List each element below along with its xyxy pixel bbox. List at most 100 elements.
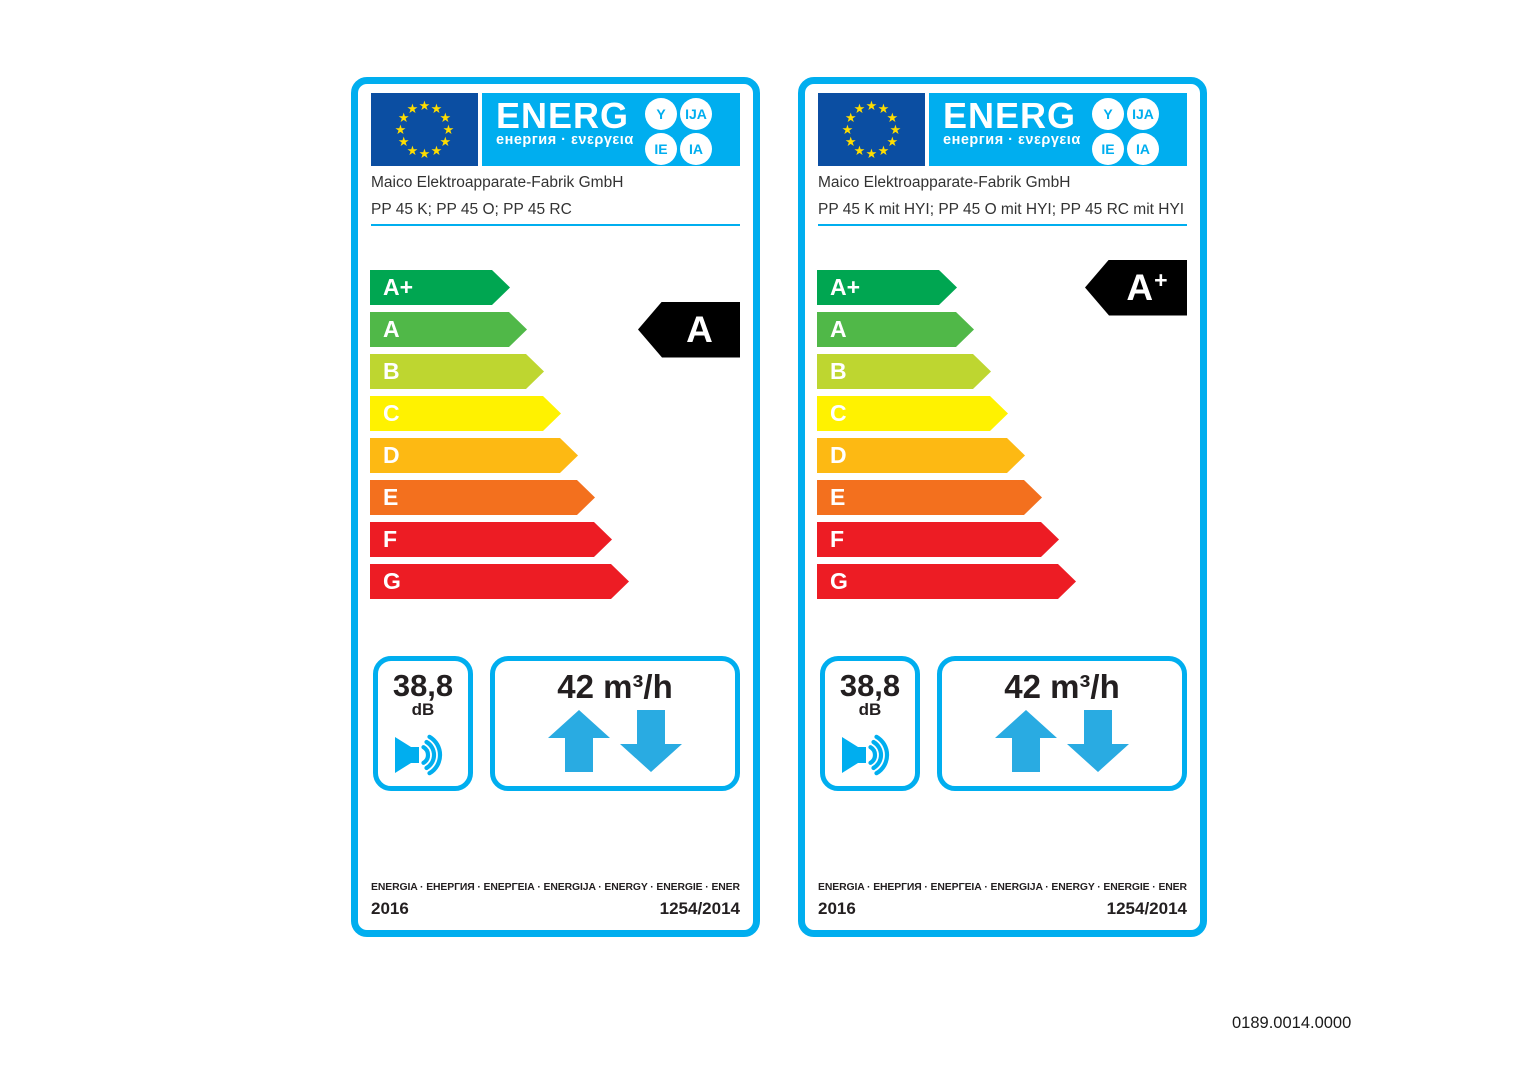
rating-arrow: A [638, 301, 740, 358]
noise-level-box: 38,8 dB [820, 656, 920, 791]
svg-text:★: ★ [407, 102, 419, 117]
eu-flag-icon: ★ ★ ★★ ★★ ★★ ★★ ★★ [818, 93, 925, 166]
svg-text:★: ★ [443, 123, 455, 138]
class-label: A+ [830, 274, 861, 300]
manufacturer-name: Maico Elektroapparate-Fabrik GmbH [818, 174, 1071, 191]
rating-plus: + [1154, 267, 1168, 293]
languages-line: ENERGIA · ЕНЕРГИЯ · ΕΝΕΡΓΕΙΑ · ENERGIJA … [818, 882, 1187, 893]
class-arrow-a-plus: A+ [817, 270, 957, 305]
energ-logo: ENERG енергия · ενεργεια Y IJA IE IA [482, 93, 740, 166]
class-label: C [830, 400, 847, 426]
airflow-box: 42 m³/h [490, 656, 740, 791]
rating-arrow: A + [1085, 259, 1187, 316]
class-label: G [383, 568, 401, 594]
rating-letter: A [1126, 267, 1154, 308]
efficiency-scale: A+ A B C D E F G [817, 270, 1076, 606]
up-arrow-icon [995, 710, 1057, 772]
svg-text:★: ★ [439, 111, 451, 126]
class-arrow-f: F [370, 522, 612, 557]
class-label: D [383, 442, 400, 468]
svg-text:★: ★ [886, 111, 898, 126]
label-year: 2016 [371, 899, 409, 918]
class-label: B [383, 358, 400, 384]
svg-text:★: ★ [419, 147, 431, 162]
speaker-icon [842, 734, 890, 776]
energy-label-card-left: ★ ★ ★ ★ ★ ★ ★ ★ ★ ★ ★ ★ ENERG енергия · ενεργε… [351, 77, 760, 937]
class-label: C [383, 400, 400, 426]
class-arrow-b: B [817, 354, 991, 389]
class-arrow-a: A [370, 312, 527, 347]
svg-text:★: ★ [866, 147, 878, 162]
manufacturer-name: Maico Elektroapparate-Fabrik GmbH [371, 174, 624, 191]
class-label: G [830, 568, 848, 594]
svg-text:★: ★ [842, 123, 854, 138]
class-arrow-d: D [817, 438, 1025, 473]
svg-text:★: ★ [431, 144, 443, 159]
class-arrow-e: E [817, 480, 1042, 515]
svg-text:★: ★ [845, 111, 857, 126]
energy-label-card-right: ★ ★ ★ ★ ★ ★ ★ ★ ★ ★ ★ ★ ENERG енергия · ενεργε… [798, 77, 1207, 937]
class-arrow-b: B [370, 354, 544, 389]
energ-suffix-y: Y [1092, 98, 1124, 130]
label-year: 2016 [818, 899, 856, 918]
class-label: A+ [383, 274, 414, 300]
down-arrow-icon [620, 710, 682, 772]
noise-level-box: 38,8 dB [373, 656, 473, 791]
model-names: PP 45 K mit HYI; PP 45 O mit HYI; PP 45 … [818, 201, 1185, 218]
svg-text:★: ★ [878, 144, 890, 159]
class-label: E [830, 484, 846, 510]
class-arrow-c: C [370, 396, 561, 431]
document-code: 0189.0014.0000 [1232, 1014, 1352, 1032]
svg-text:★: ★ [854, 102, 866, 117]
noise-value: 38,8 [392, 668, 454, 703]
noise-unit: dB [411, 700, 435, 719]
energ-suffix-y: Y [645, 98, 677, 130]
svg-text:★: ★ [398, 111, 410, 126]
eu-flag-icon: ★ ★ ★★ ★★ ★★ ★★ ★★ [371, 93, 478, 166]
energ-suffixes: Y IJA IE IA [1092, 98, 1160, 166]
svg-text:★: ★ [878, 102, 890, 117]
noise-unit: dB [858, 700, 882, 719]
noise-value: 38,8 [839, 668, 901, 703]
energ-suffix-ija: IJA [1127, 98, 1159, 130]
class-label: D [830, 442, 847, 468]
class-arrow-g: G [817, 564, 1076, 599]
header-divider [818, 224, 1187, 226]
svg-text:★: ★ [854, 144, 866, 159]
svg-text:★: ★ [407, 144, 419, 159]
rating-letter: A [686, 309, 713, 350]
energ-suffix-ia: IA [1127, 133, 1159, 165]
svg-text:★: ★ [886, 135, 898, 150]
up-arrow-icon [548, 710, 610, 772]
speaker-icon [395, 734, 443, 776]
energ-suffixes: Y IJA IE IA [645, 98, 713, 166]
svg-text:★: ★ [866, 99, 878, 114]
regulation-number: 1254/2014 [659, 899, 740, 918]
energ-subtitle: енергия · ενεργεια [943, 132, 1081, 148]
class-arrow-g: G [370, 564, 629, 599]
down-arrow-icon [1067, 710, 1129, 772]
class-arrow-a: A [817, 312, 974, 347]
class-arrow-c: C [817, 396, 1008, 431]
svg-text:★: ★ [439, 135, 451, 150]
class-arrow-f: F [817, 522, 1059, 557]
energ-word: ENERG [496, 95, 630, 136]
class-label: F [830, 526, 845, 552]
svg-text:★: ★ [419, 99, 431, 114]
class-label: B [830, 358, 847, 384]
svg-text:★: ★ [431, 102, 443, 117]
energ-suffix-ie: IE [1092, 133, 1124, 165]
class-arrow-d: D [370, 438, 578, 473]
energ-word: ENERG [943, 95, 1077, 136]
class-label: E [383, 484, 399, 510]
airflow-value: 42 m³/h [557, 668, 673, 705]
energ-suffix-ie: IE [645, 133, 677, 165]
header-divider [371, 224, 740, 226]
svg-text:★: ★ [395, 123, 407, 138]
model-names: PP 45 K; PP 45 O; PP 45 RC [371, 201, 572, 218]
class-label: F [383, 526, 398, 552]
airflow-value: 42 m³/h [1004, 668, 1120, 705]
class-arrow-a-plus: A+ [370, 270, 510, 305]
class-arrow-e: E [370, 480, 595, 515]
